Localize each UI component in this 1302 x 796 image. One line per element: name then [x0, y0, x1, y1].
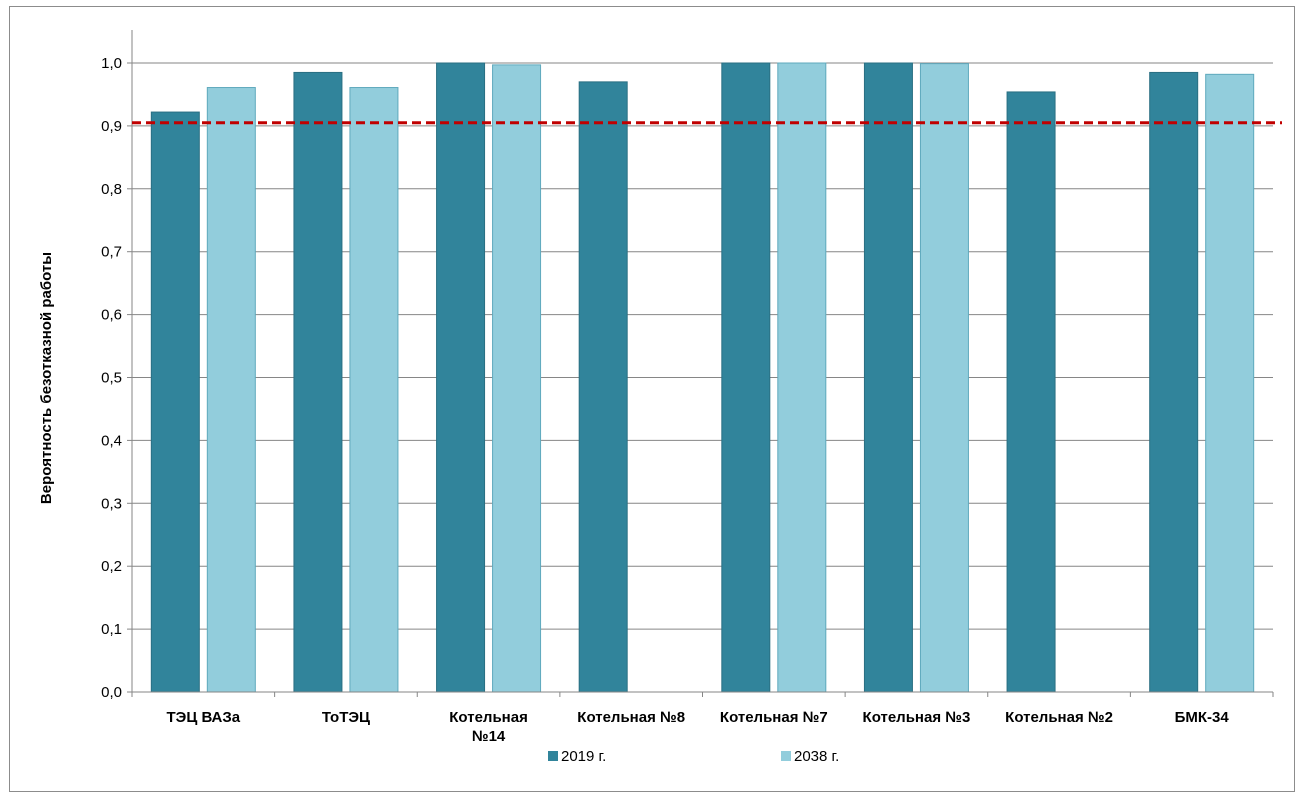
- x-tick-label: ТЭЦ ВАЗа: [167, 709, 241, 726]
- y-tick-label: 1,0: [101, 55, 122, 72]
- x-axis: ТЭЦ ВАЗа ТоТЭЦ Котельная №14 Котельная №8 Кот…: [131, 691, 1274, 745]
- bar: [150, 111, 200, 693]
- y-tick-label: 0,2: [101, 558, 122, 575]
- bars: [150, 62, 1255, 693]
- x-tick-label: Котельная №7: [720, 709, 828, 726]
- y-axis-label: Вероятность безотказной работы: [38, 252, 55, 504]
- legend-label: 2038 г.: [794, 748, 839, 765]
- y-tick-label: 0,1: [101, 621, 122, 638]
- bar: [1149, 71, 1199, 693]
- y-tick-label: 0,5: [101, 370, 122, 387]
- legend-swatch: [548, 751, 558, 761]
- bar: [919, 63, 969, 693]
- bar: [777, 62, 827, 693]
- bar: [492, 64, 542, 693]
- legend: 2019 г. 2038 г.: [548, 748, 839, 765]
- bar: [293, 71, 343, 693]
- y-tick-label: 0,8: [101, 181, 122, 198]
- legend-swatch: [781, 751, 791, 761]
- y-axis: 0,0 0,1 0,2 0,3 0,4 0,5 0,6 0,7 0,8 0,9 1,0: [101, 30, 133, 701]
- y-tick-label: 0,6: [101, 307, 122, 324]
- y-tick-label: 0,3: [101, 495, 122, 512]
- x-tick-label: БМК-34: [1175, 709, 1230, 726]
- bar: [1006, 91, 1056, 693]
- x-tick-label: Котельная №8: [577, 709, 685, 726]
- bar: [1205, 73, 1255, 693]
- x-tick-label: Котельная №2: [1005, 709, 1113, 726]
- bar: [578, 81, 628, 693]
- bar: [206, 87, 256, 693]
- y-tick-label: 0,0: [101, 684, 122, 701]
- x-tick-label: Котельная №14: [449, 709, 528, 745]
- y-tick-label: 0,7: [101, 244, 122, 261]
- bar: [349, 87, 399, 693]
- bar: [436, 62, 486, 693]
- legend-label: 2019 г.: [561, 748, 606, 765]
- x-tick-label: ТоТЭЦ: [322, 709, 370, 726]
- bar: [721, 62, 771, 693]
- bar: [863, 62, 913, 693]
- y-tick-label: 0,9: [101, 118, 122, 135]
- y-tick-label: 0,4: [101, 432, 122, 449]
- x-tick-label: Котельная №3: [863, 709, 971, 726]
